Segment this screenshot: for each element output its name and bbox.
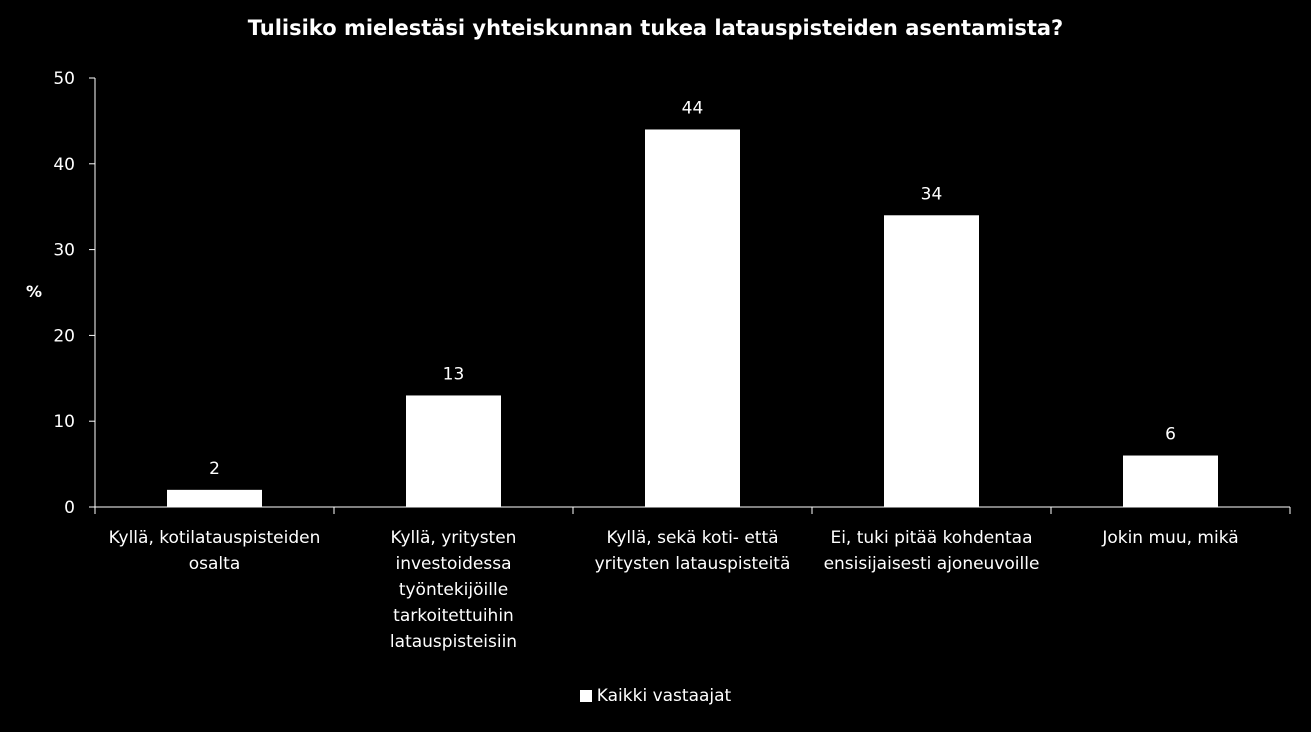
category-label-line: Ei, tuki pitää kohdentaa bbox=[830, 528, 1033, 548]
category-label-line: tarkoitettuihin bbox=[393, 606, 514, 626]
bars bbox=[167, 129, 1218, 508]
y-axis-label: % bbox=[26, 282, 43, 301]
category-label: Kyllä, sekä koti- että yritysten latauspi… bbox=[575, 525, 810, 577]
bar-value-label: 6 bbox=[1165, 425, 1176, 445]
category-label-line: Kyllä, sekä koti- että bbox=[606, 528, 779, 548]
y-tick-label: 40 bbox=[53, 155, 75, 175]
category-label-line: Kyllä, yritysten bbox=[390, 528, 517, 548]
bar bbox=[406, 395, 501, 507]
bar-value-label: 34 bbox=[921, 184, 943, 204]
category-label: Kyllä, yritysten investoidessa työntekijöi… bbox=[336, 525, 571, 655]
category-label-line: ensisijaisesti ajoneuvoille bbox=[823, 554, 1040, 574]
category-label-line: Jokin muu, mikä bbox=[1102, 528, 1239, 548]
bar bbox=[645, 129, 740, 508]
category-label-line: työntekijöille bbox=[398, 580, 509, 600]
y-tick-label: 10 bbox=[53, 412, 75, 432]
category-label-line: latauspisteisiin bbox=[389, 632, 518, 652]
bar bbox=[884, 215, 979, 507]
y-tick-label: 50 bbox=[53, 69, 75, 89]
legend-label: Kaikki vastaajat bbox=[596, 686, 732, 706]
bar bbox=[1123, 455, 1218, 507]
category-label: Jokin muu, mikä bbox=[1053, 525, 1288, 551]
category-label-line: osalta bbox=[188, 554, 241, 574]
y-tick-label: 30 bbox=[53, 241, 75, 261]
y-tick-label: 0 bbox=[64, 498, 75, 518]
category-label-line: investoidessa bbox=[395, 554, 512, 574]
bar-value-label: 13 bbox=[443, 364, 465, 384]
x-ticks bbox=[94, 507, 1291, 514]
value-labels: 2 13 44 34 6 bbox=[209, 98, 1176, 478]
category-label-line: Kyllä, kotilatauspisteiden bbox=[108, 528, 321, 548]
legend: Kaikki vastaajat bbox=[0, 686, 1311, 706]
y-ticks: 0 10 20 30 40 50 bbox=[53, 69, 95, 518]
category-label-line: yritysten latauspisteitä bbox=[594, 554, 791, 574]
y-tick-label: 20 bbox=[53, 326, 75, 346]
bar-value-label: 44 bbox=[682, 98, 704, 118]
category-label: Ei, tuki pitää kohdentaa ensisijaisesti a… bbox=[814, 525, 1049, 577]
legend-swatch bbox=[579, 690, 592, 702]
chart-title: Tulisiko mielestäsi yhteiskunnan tukea l… bbox=[247, 16, 1064, 40]
bar-value-label: 2 bbox=[209, 459, 220, 479]
bar bbox=[167, 489, 262, 507]
category-label: Kyllä, kotilatauspisteiden osalta bbox=[97, 525, 332, 577]
